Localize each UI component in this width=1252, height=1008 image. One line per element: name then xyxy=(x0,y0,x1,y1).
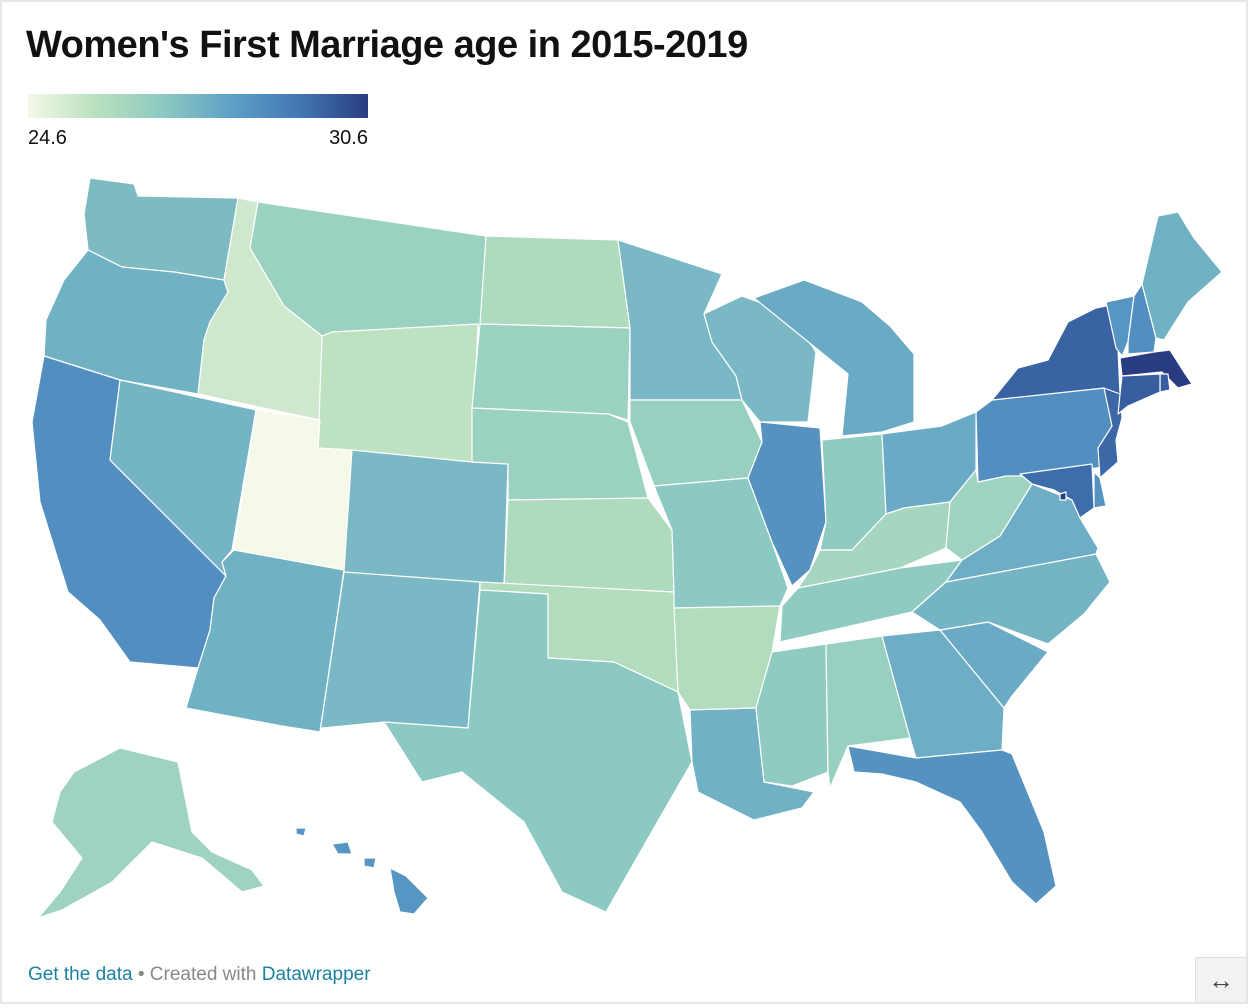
state-nd[interactable] xyxy=(479,235,631,329)
state-de[interactable] xyxy=(1093,471,1107,509)
state-hi[interactable] xyxy=(295,827,429,915)
state-sd[interactable] xyxy=(471,323,631,421)
chart-title: Women's First Marriage age in 2015-2019 xyxy=(26,24,748,66)
state-ct[interactable] xyxy=(1117,373,1161,415)
state-co[interactable] xyxy=(343,449,509,587)
state-fl[interactable] xyxy=(847,745,1057,905)
state-wy[interactable] xyxy=(317,323,479,463)
state-il[interactable] xyxy=(747,421,827,587)
us-choropleth-map xyxy=(31,177,1223,919)
legend-gradient-bar xyxy=(28,94,368,118)
legend-max-label: 30.6 xyxy=(329,127,368,149)
state-tx[interactable] xyxy=(383,589,693,913)
state-vt[interactable] xyxy=(1105,295,1135,357)
color-legend: 24.6 30.6 xyxy=(28,94,368,149)
legend-min-label: 24.6 xyxy=(28,127,67,149)
get-the-data-link[interactable]: Get the data xyxy=(28,964,133,985)
resize-arrows-icon[interactable]: ↔ xyxy=(1195,957,1246,1002)
state-dc[interactable] xyxy=(1059,491,1067,501)
created-with-text: Created with xyxy=(149,964,262,985)
state-ma[interactable] xyxy=(1119,349,1193,389)
state-me[interactable] xyxy=(1141,211,1223,341)
state-pa[interactable] xyxy=(975,387,1119,483)
state-ak[interactable] xyxy=(37,747,265,919)
chart-footer: Get the data • Created with Datawrapper xyxy=(28,964,371,986)
datawrapper-link[interactable]: Datawrapper xyxy=(261,964,371,985)
state-ia[interactable] xyxy=(629,399,763,487)
state-ri[interactable] xyxy=(1159,373,1171,393)
state-ks[interactable] xyxy=(503,497,675,593)
footer-separator: • xyxy=(132,964,150,985)
state-md[interactable] xyxy=(1019,463,1095,519)
state-mi[interactable] xyxy=(753,279,915,437)
state-nm[interactable] xyxy=(319,571,481,733)
